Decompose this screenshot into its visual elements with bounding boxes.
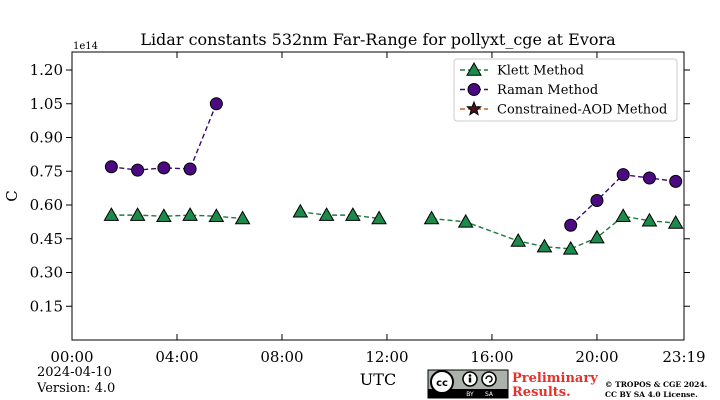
data-point (615, 208, 632, 222)
plot-area (71, 51, 685, 341)
x-tick-label: 04:00 (155, 348, 198, 366)
series-line (111, 103, 218, 171)
chart-title: Lidar constants 532nm Far-Range for poll… (140, 30, 616, 49)
plot-frame (71, 51, 685, 341)
legend-label: Klett Method (497, 64, 584, 79)
y-tick-label: 0.15 (30, 297, 63, 315)
copyright-line2: CC BY SA 4.0 License. (605, 390, 698, 399)
cc-icon-label: cc (436, 378, 448, 389)
cc-license-badge: cc BY SA (427, 369, 509, 399)
by-label: BY (466, 391, 474, 398)
data-point (318, 207, 335, 221)
data-point (156, 208, 172, 222)
x-tick-label: 08:00 (260, 348, 303, 366)
data-point (457, 213, 474, 228)
y-axis-label: C (3, 190, 21, 201)
sa-label: SA (485, 391, 494, 398)
series-line (431, 215, 676, 250)
x-tick-label: 23:19 (662, 348, 705, 366)
copyright-line1: © TROPOS & CGE 2024. (605, 380, 707, 389)
preliminary-label-2: Results. (512, 385, 571, 400)
data-point (564, 218, 578, 232)
data-point (157, 161, 171, 175)
cc-icon (430, 370, 454, 394)
data-point (616, 168, 630, 182)
data-point (371, 210, 387, 225)
legend: Klett Method Raman Method Constrained-AOD … (453, 58, 678, 122)
data-point (641, 212, 658, 227)
legend-marker (467, 83, 481, 96)
data-point (590, 194, 604, 207)
legend-label: Constrained-AOD Method (497, 103, 667, 118)
x-tick-label: 12:00 (365, 348, 408, 366)
data-point (510, 232, 527, 247)
data-point (536, 238, 553, 253)
x-tick-label: 20:00 (575, 348, 618, 366)
legend-label: Raman Method (497, 83, 598, 98)
data-point (129, 207, 146, 221)
y-tick-label: 0.75 (30, 162, 63, 180)
y-tick-label: 0.90 (30, 129, 63, 147)
data-point (642, 171, 656, 185)
data-point (131, 163, 145, 177)
x-axis-label: UTC (360, 370, 396, 389)
y-tick-label: 0.60 (30, 196, 63, 214)
y-multiplier-label: 1e14 (73, 41, 98, 52)
preliminary-label: Preliminary (512, 371, 598, 386)
data-point (234, 210, 251, 225)
data-point (183, 162, 197, 176)
data-point (104, 160, 118, 174)
x-tick-label: 16:00 (470, 348, 513, 366)
data-point (209, 97, 223, 111)
data-point (562, 240, 579, 255)
legend-box (453, 58, 678, 122)
axis-ticks: 00:00 04:00 08:00 12:00 16:00 20:00 23:19 0.15 0… (30, 52, 706, 366)
y-tick-label: 1.05 (30, 95, 63, 113)
y-tick-label: 0.45 (30, 230, 63, 248)
legend-marker (466, 100, 482, 116)
data-series (103, 97, 684, 255)
legend-marker (466, 61, 482, 76)
sa-icon (481, 371, 497, 387)
series-triangle (103, 203, 684, 255)
series-circle (104, 97, 683, 232)
data-point (208, 208, 225, 222)
data-point (589, 229, 605, 244)
data-point (103, 207, 120, 221)
data-point (669, 174, 683, 188)
series-line (111, 214, 243, 220)
footer-date: 2024-04-10 (37, 365, 112, 380)
y-tick-label: 0.30 (30, 264, 63, 282)
data-point (667, 214, 684, 229)
x-tick-label: 00:00 (50, 348, 93, 366)
series-line (300, 211, 380, 220)
data-point (423, 210, 440, 225)
data-point (344, 207, 361, 221)
data-point (182, 207, 198, 221)
footer-version: Version: 4.0 (36, 381, 115, 396)
data-point (292, 203, 309, 218)
y-tick-label: 1.20 (30, 61, 63, 79)
